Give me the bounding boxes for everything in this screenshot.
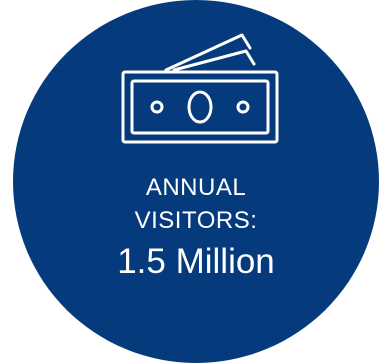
stat-label-line1: ANNUAL [145, 174, 247, 201]
stat-label-line2: VISITORS: [134, 207, 258, 234]
stat-circle [13, 0, 379, 363]
money-bills-icon [121, 33, 279, 144]
stat-value: 1.5 Million [117, 242, 275, 281]
